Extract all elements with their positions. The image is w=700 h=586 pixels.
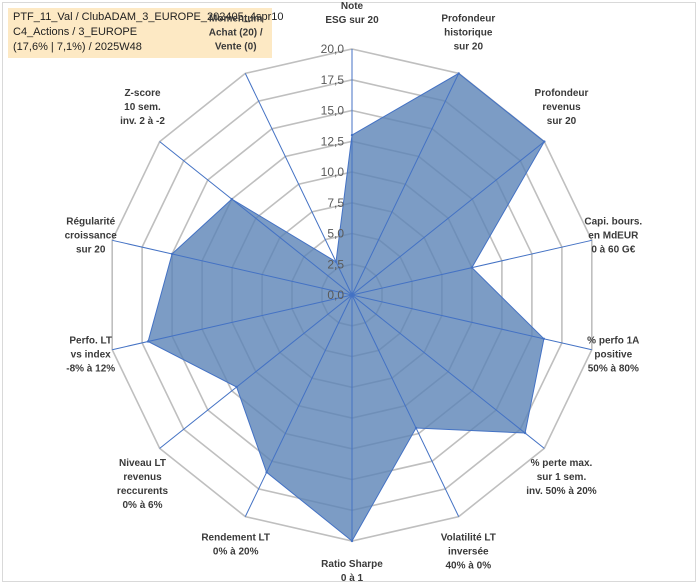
tick-label-8: 20,0 [321, 42, 345, 56]
spoke-12 [159, 141, 353, 296]
radar-spokes [112, 49, 592, 541]
tick-label-0: 0,0 [327, 288, 344, 302]
tick-label-3: 7,5 [327, 196, 344, 210]
axis-label-5: % perte max. sur 1 sem. inv. 50% à 20% [526, 458, 597, 497]
spoke-4 [351, 294, 592, 351]
axis-label-13: Momentum Achat (20) / Vente (0) [209, 14, 263, 53]
chart-title-box: PTF_11_Val / ClubADAM_3_EUROPE_202405_4s… [8, 8, 284, 58]
tick-label-5: 12,5 [321, 134, 345, 148]
tick-label-7: 17,5 [321, 73, 345, 87]
radar-tick-labels: 0,0 2,5 5,0 7,5 10,0 12,5 15,0 17,5 20,0 [321, 42, 345, 302]
chart-title-line-3: (17,6% | 7,1%) / 2025W48 [13, 41, 142, 53]
tick-label-2: 5,0 [327, 227, 344, 241]
spoke-3 [351, 239, 592, 296]
axis-label-12: Z-score 10 sem. inv. 2 à -2 [120, 88, 165, 127]
spoke-1 [351, 73, 460, 296]
axis-label-3: Capi. bours. en MdEUR 0 à 60 G€ [584, 216, 642, 255]
tick-label-6: 15,0 [321, 104, 345, 118]
axis-label-0: Note ESG sur 20 [325, 1, 379, 26]
chart-title-line-1: PTF_11_Val / ClubADAM_3_EUROPE_202405_4s… [13, 11, 284, 23]
spoke-5 [351, 294, 545, 449]
axis-label-7: Ratio Sharpe 0 à 1 [321, 559, 383, 584]
axis-label-2: Profondeur revenus sur 20 [535, 88, 589, 127]
spoke-10 [112, 294, 353, 351]
spoke-9 [159, 294, 353, 449]
radar-axis-labels: Note ESG sur 20 Profondeur historique sur 20… [65, 1, 643, 584]
chart-title-line-2: C4_Actions / 3_EUROPE [13, 26, 138, 38]
axis-label-8: Rendement LT 0% à 20% [201, 533, 270, 558]
axis-label-9: Niveau LT revenus reccurents 0% à 6% [117, 458, 169, 511]
axis-label-4: % perfo 1A positive 50% à 80% [587, 336, 639, 375]
spoke-11 [112, 239, 353, 296]
axis-label-10: Perfo. LT vs index -8% à 12% [66, 336, 115, 375]
tick-label-1: 2,5 [327, 257, 344, 271]
spoke-13 [244, 73, 353, 296]
axis-label-11: Régularité croissance sur 20 [65, 216, 118, 255]
tick-label-4: 10,0 [321, 165, 345, 179]
axis-label-6: Volatilité LT inversée 40% à 0% [441, 533, 496, 572]
axis-label-1: Profondeur historique sur 20 [441, 14, 495, 53]
spoke-2 [351, 141, 545, 296]
spoke-8 [244, 294, 353, 517]
spoke-6 [351, 294, 460, 517]
